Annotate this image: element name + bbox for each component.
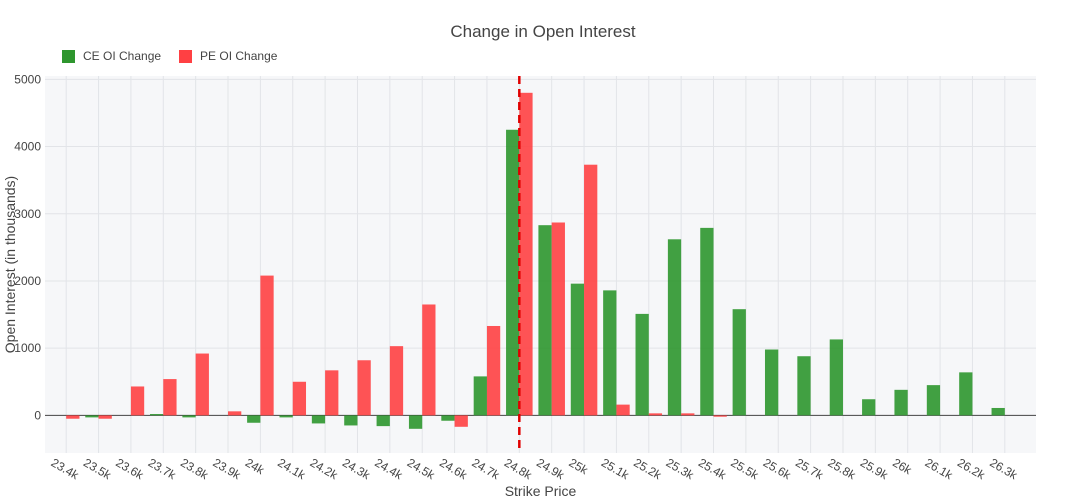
y-tick-label: 4000 <box>14 140 41 154</box>
x-tick-label: 25.3k <box>664 455 697 482</box>
x-tick-label: 26.1k <box>923 455 956 482</box>
ce-bar-26.2k[interactable] <box>959 372 973 416</box>
ce-bar-25.5k[interactable] <box>732 309 746 416</box>
ce-bar-24k[interactable] <box>247 415 261 423</box>
legend-swatch-ce <box>62 49 75 63</box>
pe-bar-23.4k[interactable] <box>66 415 80 419</box>
bars <box>66 92 1005 429</box>
x-tick-label: 23.4k <box>49 455 82 482</box>
legend: CE OI Change PE OI Change <box>62 49 277 63</box>
pe-bar-24.6k[interactable] <box>454 415 468 427</box>
x-tick-label: 25.8k <box>825 455 858 482</box>
x-tick-label: 24.1k <box>275 455 308 482</box>
x-tick-label: 24.3k <box>340 455 373 482</box>
x-tick-label: 23.7k <box>146 455 179 482</box>
x-tick-label: 24.5k <box>405 455 438 482</box>
x-axis-title: Strike Price <box>505 483 577 499</box>
ce-bar-24.5k[interactable] <box>408 415 423 429</box>
x-tick-label: 24.4k <box>372 455 405 482</box>
ce-bar-25.9k[interactable] <box>862 399 876 416</box>
ce-bar-24.6k[interactable] <box>441 415 455 421</box>
legend-label-pe: PE OI Change <box>200 49 278 63</box>
ce-bar-24.3k[interactable] <box>344 415 358 426</box>
x-tick-label: 25k <box>567 455 592 477</box>
ce-bar-23.8k[interactable] <box>182 415 196 418</box>
x-tick-label: 23.8k <box>178 455 211 482</box>
x-tick-label: 24.7k <box>469 455 502 482</box>
ce-bar-24.7k[interactable] <box>473 376 487 416</box>
pe-bar-25k[interactable] <box>584 164 598 416</box>
x-tick-label: 24.9k <box>534 455 567 482</box>
legend-item-pe[interactable]: PE OI Change <box>179 49 277 63</box>
x-tick-label: 25.7k <box>793 455 826 482</box>
x-tick-label: 23.6k <box>113 455 146 482</box>
x-tick-label: 25.2k <box>631 455 664 482</box>
x-tick-label: 23.5k <box>81 455 114 482</box>
y-tick-label: 3000 <box>14 207 41 221</box>
ce-bar-25.4k[interactable] <box>700 227 714 416</box>
x-tick-label: 26.2k <box>955 455 988 482</box>
pe-bar-24.4k[interactable] <box>389 346 404 416</box>
chart-title: Change in Open Interest <box>450 22 636 41</box>
ce-bar-25.2k[interactable] <box>635 313 649 416</box>
pe-bar-24.7k[interactable] <box>486 325 501 416</box>
pe-bar-25.1k[interactable] <box>616 404 630 416</box>
pe-bar-23.6k[interactable] <box>130 386 145 416</box>
ce-bar-24.1k[interactable] <box>279 415 293 418</box>
pe-bar-25.4k[interactable] <box>713 415 727 417</box>
pe-bar-24.9k[interactable] <box>551 222 565 416</box>
y-tick-label: 0 <box>34 408 41 422</box>
pe-bar-25.2k[interactable] <box>648 413 663 416</box>
x-tick-label: 24.2k <box>308 455 341 482</box>
x-tick-label: 24.8k <box>502 455 535 482</box>
pe-bar-24.1k[interactable] <box>292 381 307 416</box>
pe-bar-23.5k[interactable] <box>98 415 112 419</box>
ce-bar-26.1k[interactable] <box>926 385 941 416</box>
x-tick-label: 25.9k <box>858 455 891 482</box>
y-tick-label: 5000 <box>14 72 41 86</box>
pe-bar-25.3k[interactable] <box>681 413 695 416</box>
legend-swatch-pe <box>179 49 193 63</box>
y-tick-label: 1000 <box>14 341 41 355</box>
x-tick-label: 23.9k <box>211 455 244 482</box>
pe-bar-24.3k[interactable] <box>357 360 371 416</box>
ce-bar-25.7k[interactable] <box>797 356 811 416</box>
y-axis-title: Open Interest (in thousands) <box>2 176 18 353</box>
ce-bar-24.4k[interactable] <box>376 415 390 427</box>
ce-bar-25.6k[interactable] <box>764 349 779 416</box>
ce-bar-26.3k[interactable] <box>991 407 1005 416</box>
ce-bar-24.9k[interactable] <box>538 225 552 416</box>
legend-item-ce[interactable]: CE OI Change <box>62 49 161 63</box>
x-tick-label: 24k <box>243 455 268 477</box>
x-tick-label: 25.6k <box>761 455 794 482</box>
ce-bar-26k[interactable] <box>894 389 908 416</box>
ce-bar-25.3k[interactable] <box>667 239 682 416</box>
pe-bar-23.7k[interactable] <box>163 379 177 416</box>
ce-bar-23.5k[interactable] <box>85 415 99 418</box>
y-tick-labels: 0 1000 2000 3000 4000 5000 <box>14 72 41 422</box>
x-tick-label: 26.3k <box>987 455 1020 482</box>
ce-bar-24.8k[interactable] <box>506 129 520 416</box>
y-tick-label: 2000 <box>14 274 41 288</box>
pe-bar-24.8k[interactable] <box>519 92 533 416</box>
pe-bar-24.5k[interactable] <box>422 304 436 416</box>
pe-bar-23.9k[interactable] <box>228 411 242 416</box>
ce-bar-23.7k[interactable] <box>150 414 164 416</box>
legend-label-ce: CE OI Change <box>83 49 162 63</box>
pe-bar-24.2k[interactable] <box>325 370 339 416</box>
x-tick-label: 25.1k <box>599 455 632 482</box>
ce-bar-24.2k[interactable] <box>311 415 326 424</box>
x-tick-labels: 23.4k 23.5k 23.6k 23.7k 23.8k 23.9k 24k 24.1k 24… <box>49 455 1021 482</box>
ce-bar-25.8k[interactable] <box>829 339 843 416</box>
x-tick-label: 25.4k <box>696 455 729 482</box>
pe-bar-23.8k[interactable] <box>195 353 209 416</box>
x-tick-label: 24.6k <box>437 455 470 482</box>
x-tick-label: 25.5k <box>728 455 761 482</box>
ce-bar-25k[interactable] <box>570 283 585 416</box>
ce-bar-25.1k[interactable] <box>603 290 617 416</box>
x-tick-label: 26k <box>890 455 915 477</box>
pe-bar-24k[interactable] <box>260 275 274 416</box>
